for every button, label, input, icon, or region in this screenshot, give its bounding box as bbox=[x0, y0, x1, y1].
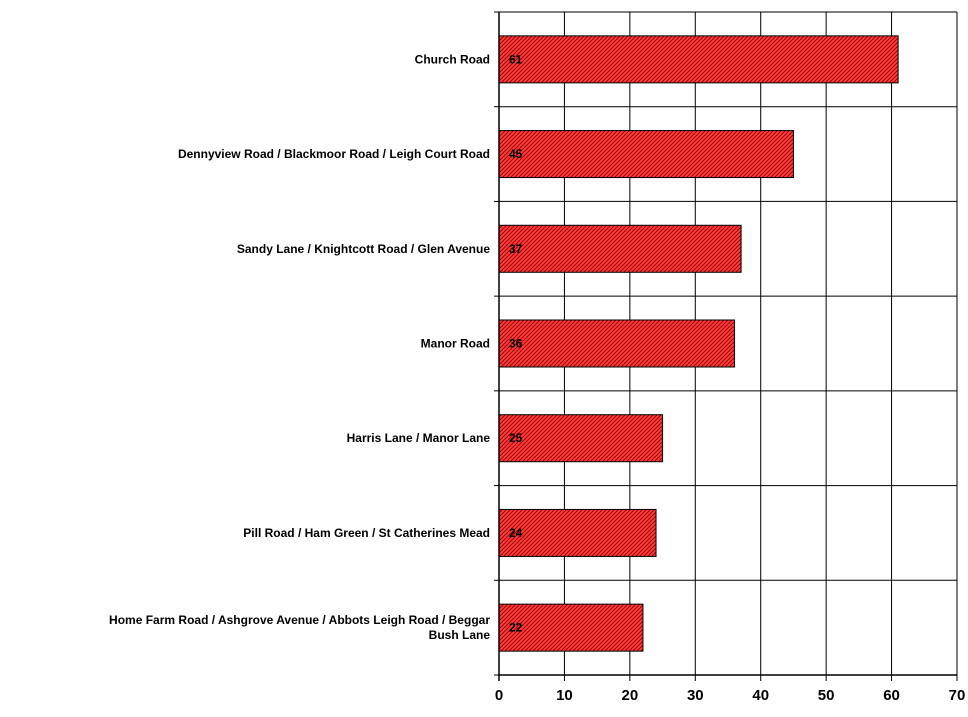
x-tick-label: 0 bbox=[495, 687, 503, 704]
category-label: Pill Road / Ham Green / St Catherines Me… bbox=[243, 526, 490, 540]
x-tick-labels: 0 10 20 30 40 50 60 70 bbox=[495, 687, 966, 704]
x-tick-label: 60 bbox=[883, 687, 900, 704]
data-label: 61 bbox=[509, 52, 523, 66]
bar bbox=[498, 603, 644, 652]
category-labels: Church Road Dennyview Road / Blackmoor Ro… bbox=[109, 52, 490, 642]
data-label: 37 bbox=[509, 242, 523, 256]
category-label: Dennyview Road / Blackmoor Road / Leigh … bbox=[178, 147, 490, 161]
category-label: Manor Road bbox=[421, 337, 490, 351]
x-tick-label: 70 bbox=[949, 687, 966, 704]
x-tick-label: 40 bbox=[752, 687, 769, 704]
data-label: 36 bbox=[509, 337, 523, 351]
data-label: 22 bbox=[509, 621, 523, 635]
bars: 61 45 37 36 25 24 22 bbox=[498, 35, 899, 652]
category-label: Home Farm Road / Ashgrove Avenue / Abbot… bbox=[109, 613, 490, 642]
category-label: Harris Lane / Manor Lane bbox=[347, 431, 491, 445]
bar bbox=[498, 414, 664, 463]
bar bbox=[498, 130, 794, 179]
data-label: 45 bbox=[509, 147, 523, 161]
x-tick-label: 50 bbox=[818, 687, 835, 704]
category-label: Church Road bbox=[415, 52, 490, 66]
bar bbox=[498, 35, 899, 84]
x-tick-label: 10 bbox=[556, 687, 573, 704]
x-tick-label: 20 bbox=[622, 687, 639, 704]
category-label: Sandy Lane / Knightcott Road / Glen Aven… bbox=[237, 242, 490, 256]
data-label: 25 bbox=[509, 431, 523, 445]
data-label: 24 bbox=[509, 526, 523, 540]
axes bbox=[494, 11, 958, 681]
bar bbox=[498, 224, 742, 273]
bar bbox=[498, 319, 736, 368]
bar bbox=[498, 508, 657, 557]
x-tick-label: 30 bbox=[687, 687, 704, 704]
